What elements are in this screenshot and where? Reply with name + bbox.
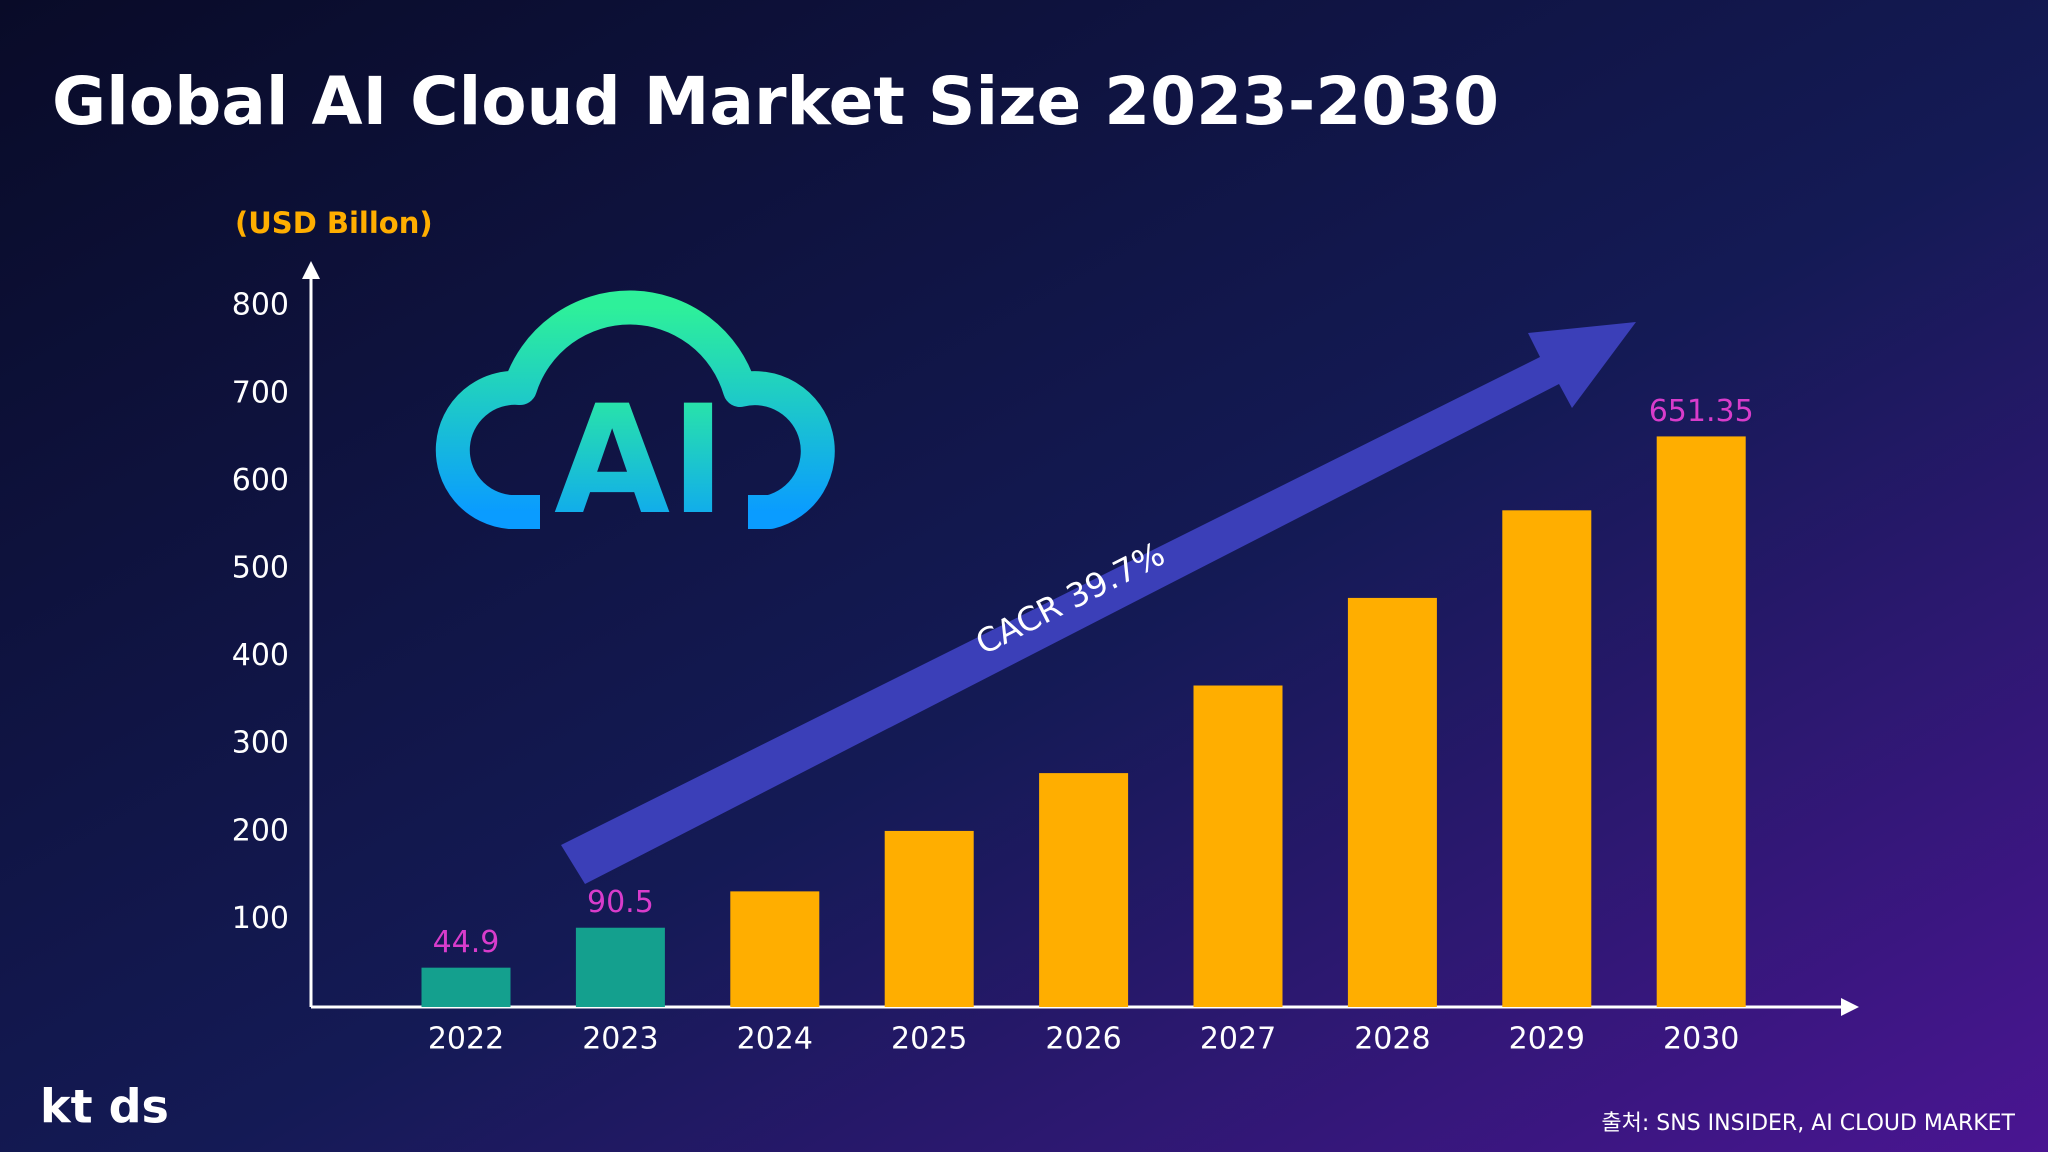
x-tick-label: 2026 bbox=[1045, 1022, 1121, 1057]
data-label: 651.35 bbox=[1649, 394, 1754, 429]
data-label: 44.9 bbox=[433, 925, 500, 960]
y-tick-label: 400 bbox=[232, 638, 289, 673]
y-tick-label: 500 bbox=[232, 551, 289, 586]
x-tick-label: 2022 bbox=[428, 1022, 504, 1057]
bar bbox=[421, 967, 511, 1007]
growth-arrow bbox=[561, 322, 1636, 884]
data-label: 90.5 bbox=[587, 885, 654, 920]
source: 출처: SNS INSIDER, AI CLOUD MARKET bbox=[1601, 1111, 2015, 1136]
y-tick-label: 200 bbox=[232, 813, 289, 848]
bar bbox=[884, 830, 974, 1007]
y-tick-label: 600 bbox=[232, 463, 289, 498]
y-axis-label: (USD Billon) bbox=[235, 206, 433, 240]
bar bbox=[1193, 685, 1283, 1007]
x-tick-label: 2030 bbox=[1663, 1022, 1739, 1057]
logo: kt ds bbox=[40, 1080, 169, 1134]
icon-text: AI bbox=[554, 374, 726, 548]
y-tick-label: 700 bbox=[232, 375, 289, 410]
bar bbox=[1656, 436, 1746, 1008]
bar bbox=[730, 891, 820, 1007]
bar bbox=[1502, 510, 1592, 1007]
x-tick-label: 2027 bbox=[1200, 1022, 1276, 1057]
y-tick-label: 800 bbox=[232, 288, 289, 323]
cloud-icon bbox=[435, 290, 835, 529]
x-tick-label: 2029 bbox=[1509, 1022, 1585, 1057]
y-tick-label: 300 bbox=[232, 726, 289, 761]
y-tick-label: 100 bbox=[232, 901, 289, 936]
x-tick-label: 2028 bbox=[1354, 1022, 1430, 1057]
bar bbox=[1347, 597, 1437, 1007]
plot-area: 100 200 300 400 500 600 700 800 2022 44.9 2023 90.5… bbox=[232, 288, 1754, 1057]
bar bbox=[1039, 773, 1129, 1007]
x-tick-label: 2023 bbox=[582, 1022, 658, 1057]
x-tick-label: 2025 bbox=[891, 1022, 967, 1057]
bar bbox=[575, 927, 665, 1007]
chart-title: Global AI Cloud Market Size 2023-2030 bbox=[52, 63, 1499, 140]
x-tick-label: 2024 bbox=[737, 1022, 813, 1057]
